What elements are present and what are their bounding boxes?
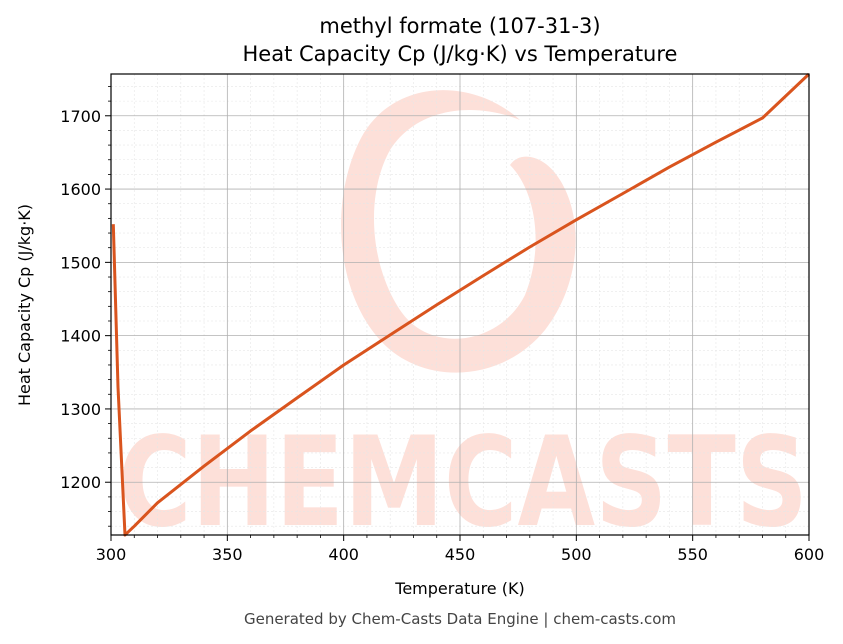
y-axis-label: Heat Capacity Cp (J/kg·K) (15, 204, 34, 406)
x-tick-label: 400 (328, 545, 359, 564)
y-tick-label: 1200 (60, 473, 101, 492)
x-tick-label: 450 (445, 545, 476, 564)
watermark-swirl (341, 90, 576, 373)
x-tick-label: 550 (677, 545, 708, 564)
x-axis-label: Temperature (K) (394, 579, 524, 598)
watermark-text: CHEMCASTS (118, 411, 808, 555)
y-tick-label: 1300 (60, 400, 101, 419)
series-line (111, 72, 811, 537)
x-tick-label: 600 (794, 545, 825, 564)
y-tick-label: 1600 (60, 180, 101, 199)
axis-ticks (105, 86, 810, 541)
y-tick-label: 1500 (60, 253, 101, 272)
series-layer (111, 72, 811, 537)
y-tick-label: 1400 (60, 327, 101, 346)
x-tick-label: 350 (212, 545, 243, 564)
y-tick-label: 1700 (60, 107, 101, 126)
x-tick-label: 500 (561, 545, 592, 564)
footer-credit: Generated by Chem-Casts Data Engine | ch… (244, 610, 676, 628)
x-tick-label: 300 (96, 545, 127, 564)
chart-title: methyl formate (107-31-3) (319, 14, 600, 38)
y-tick-labels: 1200 1300 1400 1500 1600 1700 (60, 107, 101, 492)
x-tick-labels: 300 350 400 450 500 550 600 (96, 545, 825, 564)
chart-subtitle: Heat Capacity Cp (J/kg·K) vs Temperature (243, 42, 678, 66)
